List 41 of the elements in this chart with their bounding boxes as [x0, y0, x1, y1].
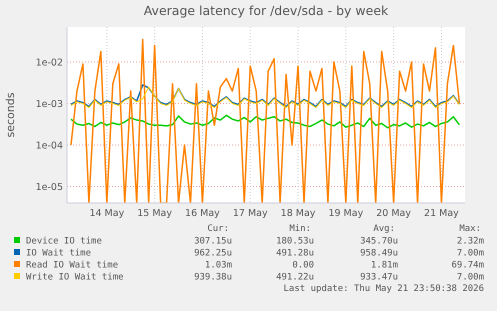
- text: 180.53u: [276, 236, 314, 246]
- y-tick-label: 1e-03: [36, 98, 63, 110]
- text: Avg:: [373, 224, 395, 234]
- x-tick-label: 21 May: [424, 208, 460, 219]
- text: 1.81m: [370, 260, 398, 270]
- legend-label: IO Wait time: [26, 248, 92, 258]
- x-tick-label: 20 May: [376, 208, 412, 219]
- text: 2.32m: [456, 236, 484, 246]
- y-axis-title: seconds: [4, 92, 17, 138]
- x-tick-label: 19 May: [328, 208, 364, 219]
- legend-label: Write IO Wait time: [26, 272, 124, 282]
- text: 933.47u: [360, 272, 398, 282]
- text: Cur:: [207, 224, 229, 234]
- text: 491.22u: [276, 272, 314, 282]
- text: 958.49u: [360, 248, 398, 258]
- y-tick-label: 1e-04: [36, 140, 63, 152]
- legend-label: Read IO Wait time: [26, 260, 118, 270]
- text: 962.25u: [194, 248, 232, 258]
- text: Last update: Thu May 21 23:50:38 2026: [284, 284, 484, 294]
- x-tick-label: 14 May: [89, 208, 125, 219]
- text: 1.03m: [204, 260, 232, 270]
- text: 491.28u: [276, 248, 314, 258]
- text: 307.15u: [194, 236, 232, 246]
- text: Min:: [289, 224, 311, 234]
- text: 345.70u: [360, 236, 398, 246]
- text: 7.00m: [456, 248, 484, 258]
- x-tick-label: 16 May: [185, 208, 220, 219]
- x-tick-label: 17 May: [232, 208, 268, 219]
- chart-title: Average latency for /dev/sda - by week: [144, 3, 390, 18]
- line-series: [70, 114, 460, 129]
- text: 0.00: [292, 260, 314, 270]
- x-tick-label: 15 May: [137, 208, 172, 219]
- legend-label: Device IO time: [26, 236, 102, 246]
- line-series: [70, 38, 460, 203]
- x-tick-label: 18 May: [280, 208, 316, 219]
- text: 69.74m: [451, 260, 484, 270]
- y-tick-label: 1e-05: [36, 182, 63, 193]
- text: 7.00m: [456, 272, 484, 282]
- text: Max:: [459, 224, 481, 234]
- y-tick-label: 1e-02: [36, 57, 63, 68]
- text: 939.38u: [194, 272, 232, 282]
